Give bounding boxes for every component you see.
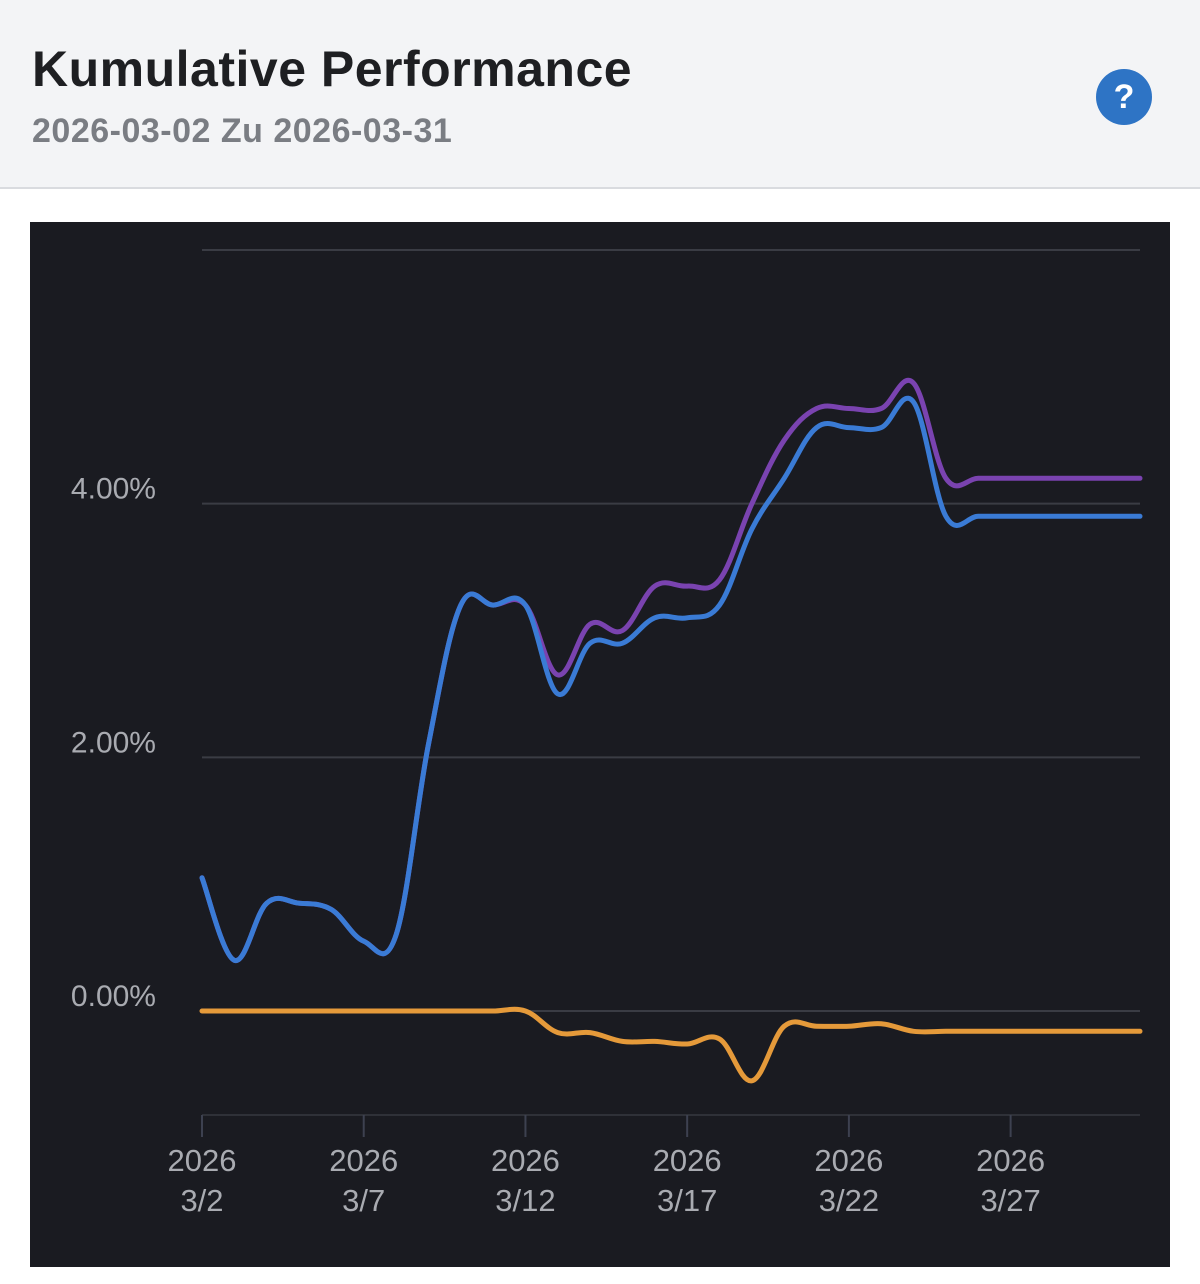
y-tick-label: 4.00% [71, 473, 156, 506]
y-tick-label: 2.00% [71, 726, 156, 759]
x-tick-label-year: 2026 [491, 1143, 560, 1178]
series-line-1 [199, 378, 1143, 963]
help-icon[interactable]: ? [1096, 69, 1152, 125]
x-tick-label-year: 2026 [976, 1143, 1045, 1178]
chart-header: Kumulative Performance 2026-03-02 Zu 202… [0, 0, 1200, 189]
x-tick-label-date: 3/7 [342, 1183, 385, 1218]
x-tick-label-year: 2026 [814, 1143, 883, 1178]
x-tick-label-date: 3/27 [980, 1183, 1040, 1218]
x-tick-label-date: 3/2 [180, 1183, 223, 1218]
page-title: Kumulative Performance [32, 41, 633, 97]
x-tick-label-year: 2026 [168, 1143, 237, 1178]
performance-line-chart: 0.00% 2.00% 4.00% 2026 3/2 2026 3/7 2026 3/12 202… [71, 249, 1143, 1218]
x-tick-label-date: 3/12 [495, 1183, 555, 1218]
x-tick-label-date: 3/22 [819, 1183, 879, 1218]
x-tick-label-year: 2026 [329, 1143, 398, 1178]
series-line-0 [199, 395, 1143, 963]
x-tick-label-date: 3/17 [657, 1183, 717, 1218]
x-tick-label-year: 2026 [653, 1143, 722, 1178]
chart-panel: 0.00% 2.00% 4.00% 2026 3/2 2026 3/7 2026 3/12 202… [30, 222, 1170, 1267]
series-line-2 [199, 1006, 1143, 1084]
date-range-subtitle: 2026-03-02 Zu 2026-03-31 [32, 112, 453, 150]
y-tick-label: 0.00% [71, 980, 156, 1013]
